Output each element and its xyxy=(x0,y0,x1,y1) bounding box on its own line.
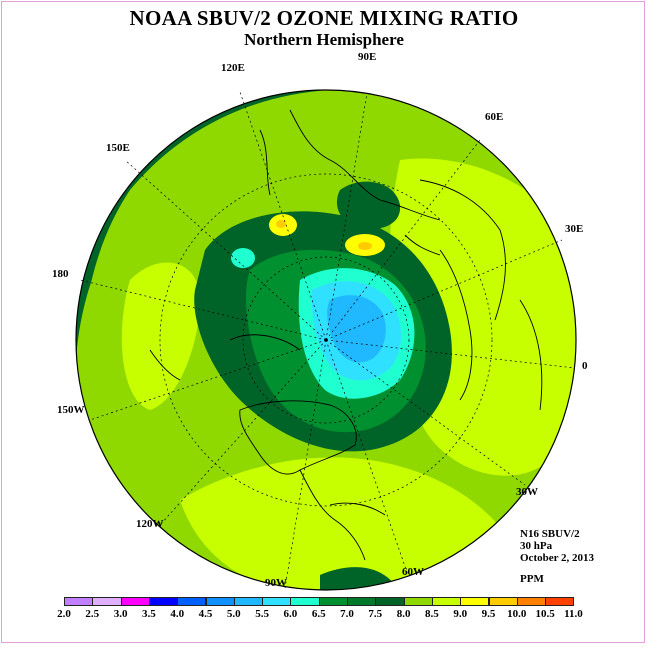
colorbar-tick: 9.5 xyxy=(481,608,496,620)
lon-label-0: 0 xyxy=(582,360,588,372)
colorbar-tick: 3.0 xyxy=(113,608,128,620)
lon-label-90e: 90E xyxy=(358,51,377,63)
colorbar-swatch xyxy=(431,597,462,606)
lon-label-90w: 90W xyxy=(265,577,287,589)
level-label: 30 hPa xyxy=(520,540,553,552)
colorbar-tick: 2.5 xyxy=(85,608,100,620)
colorbar-swatch xyxy=(262,597,292,606)
map-boundary xyxy=(75,89,577,591)
date-label: October 2, 2013 xyxy=(520,552,595,564)
colorbar-swatch xyxy=(205,597,235,606)
colorbar-swatch xyxy=(177,597,207,606)
lon-label-30w: 30W xyxy=(516,486,538,498)
lon-label-120w: 120W xyxy=(136,518,164,530)
lon-label-60e: 60E xyxy=(485,111,504,123)
instrument-label: N16 SBUV/2 xyxy=(520,528,580,540)
lon-label-150e: 150E xyxy=(106,142,130,154)
colorbar-tick: 6.5 xyxy=(311,608,326,620)
colorbar-swatch xyxy=(120,597,150,606)
colorbar-swatch xyxy=(460,597,490,606)
lon-label-60w: 60W xyxy=(402,566,424,578)
field-core-blue xyxy=(327,295,386,363)
colorbar-swatch xyxy=(488,597,518,606)
colorbar-swatch xyxy=(233,597,264,606)
colorbar-swatch xyxy=(375,597,405,606)
map-subtitle: Northern Hemisphere xyxy=(244,30,404,49)
colorbar-swatch xyxy=(403,597,433,606)
colorbar-swatch xyxy=(148,597,179,606)
colorbar-tick: 10.5 xyxy=(535,608,555,620)
colorbar-tick: 9.0 xyxy=(453,608,468,620)
field-orange-patch-2 xyxy=(358,242,372,250)
lon-label-120e: 120E xyxy=(221,62,245,74)
colorbar-tick: 10.0 xyxy=(507,608,527,620)
colorbar-tick: 2.0 xyxy=(57,608,71,620)
colorbar-swatch xyxy=(516,597,547,606)
colorbar-swatch xyxy=(290,597,320,606)
colorbar-swatch xyxy=(92,597,122,606)
field-outer-green-band xyxy=(82,90,510,440)
lon-label-180: 180 xyxy=(52,268,69,280)
lon-label-30e: 30E xyxy=(565,223,584,235)
colorbar-tick: 8.5 xyxy=(425,608,439,620)
colorbar-tick: 5.0 xyxy=(226,608,241,620)
colorbar-tick: 4.5 xyxy=(198,608,213,620)
field-darkgreen-blob-north xyxy=(336,181,401,230)
colorbar-swatch xyxy=(545,597,575,606)
colorbar-tick: 8.0 xyxy=(396,608,411,620)
field-cyan-patch xyxy=(231,248,255,268)
colorbar-tick: 11.0 xyxy=(564,608,583,620)
units-label: PPM xyxy=(520,573,544,585)
map-title: NOAA SBUV/2 OZONE MIXING RATIO xyxy=(129,6,519,30)
lon-label-150w: 150W xyxy=(57,404,85,416)
colorbar-tick: 6.0 xyxy=(283,608,298,620)
field-se-darkgreen xyxy=(320,567,395,590)
colorbar-tick: 4.0 xyxy=(170,608,185,620)
colorbar-tick: 7.0 xyxy=(340,608,354,620)
coastlines xyxy=(149,109,543,561)
colorbar-swatch xyxy=(64,597,94,606)
colorbar-swatch xyxy=(347,597,377,606)
colorbar-swatch xyxy=(318,597,348,606)
field-west-yellowgreen xyxy=(121,262,200,410)
graticule xyxy=(79,91,576,589)
field-orange-patch-1 xyxy=(276,220,286,228)
colorbar-tick: 7.5 xyxy=(368,608,383,620)
colorbar-tick: 3.5 xyxy=(142,608,156,620)
colorbar-tick: 5.5 xyxy=(255,608,269,620)
